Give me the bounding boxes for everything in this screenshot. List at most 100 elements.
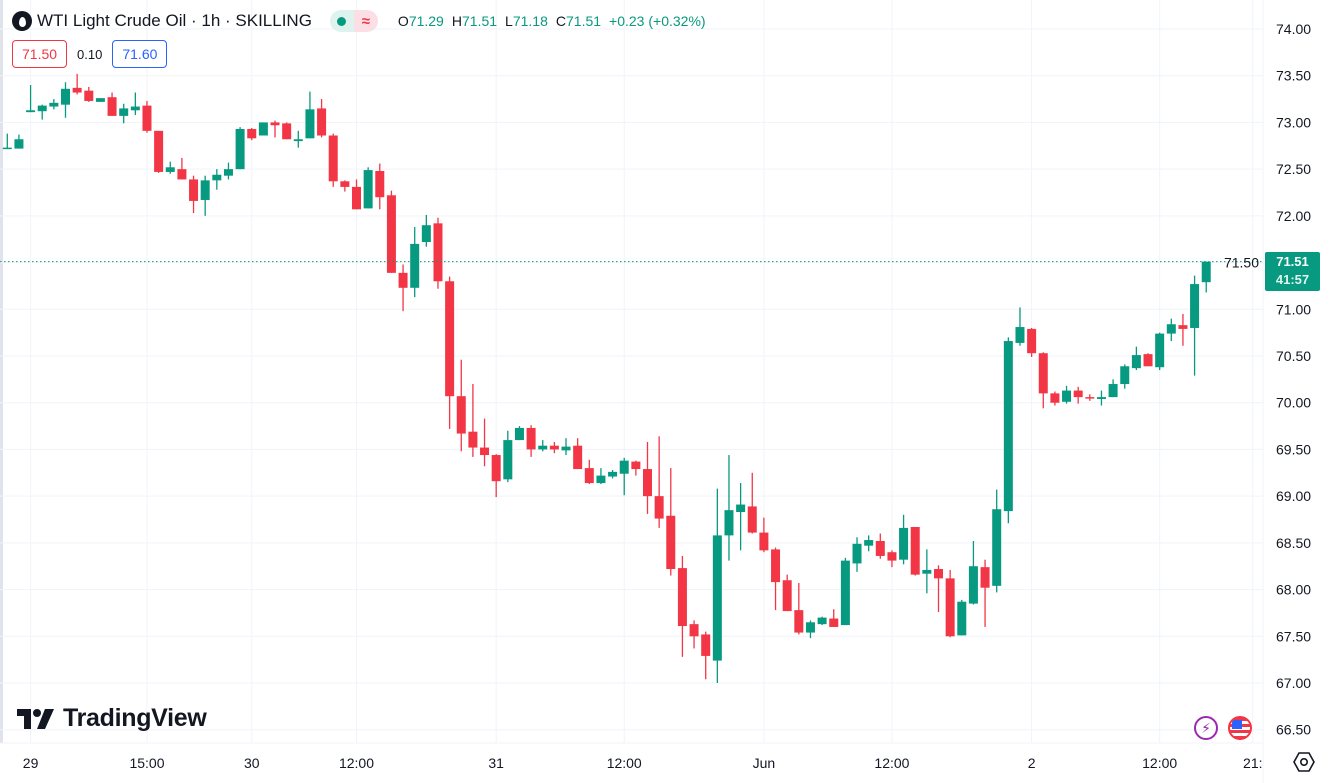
price-tick-label: 70.00 <box>1276 395 1311 411</box>
price-tick-label: 70.50 <box>1276 348 1311 364</box>
candle-body <box>968 566 978 604</box>
candle-up <box>503 430 513 483</box>
left-edge <box>0 0 3 743</box>
candle-up <box>1015 307 1025 346</box>
candle-down <box>1178 313 1188 346</box>
candle-up <box>840 557 850 626</box>
price-tick-label: 67.00 <box>1276 675 1311 691</box>
ohlc-values: O71.29 H71.51 L71.18 C71.51 +0.23 (+0.32… <box>398 13 706 29</box>
candle-body <box>421 225 431 243</box>
time-tick-label: 21: <box>1243 755 1262 771</box>
candle-down <box>317 99 327 138</box>
candle-down <box>910 526 920 576</box>
candle-down <box>677 555 687 657</box>
candle-down <box>1027 327 1037 357</box>
candle-body <box>864 540 874 546</box>
settings-icon[interactable] <box>1293 751 1315 773</box>
candle-body <box>899 527 909 560</box>
candle-body <box>456 396 466 434</box>
candle-body <box>1120 366 1130 385</box>
candle-body <box>84 90 94 101</box>
candle-body <box>119 108 129 116</box>
candle-down <box>247 128 257 141</box>
spread-value: 0.10 <box>77 46 103 62</box>
candle-down <box>386 190 396 273</box>
candle-up <box>200 175 210 216</box>
symbol-title[interactable]: WTI Light Crude Oil · 1h · SKILLING <box>37 11 312 30</box>
us-flag-icon[interactable] <box>1228 716 1252 740</box>
candle-body <box>61 88 70 105</box>
candle-down <box>189 175 199 214</box>
candle-down <box>177 157 187 180</box>
tradingview-logo[interactable]: TradingView <box>17 704 207 733</box>
candle-body <box>26 110 36 113</box>
candle-down <box>829 609 839 627</box>
candle-down <box>934 565 943 613</box>
candle-body <box>258 122 268 136</box>
candle-up <box>1108 379 1118 398</box>
candles <box>2 73 1211 684</box>
candle-up <box>1120 364 1130 389</box>
candle-body <box>1190 284 1200 328</box>
candle-body <box>49 102 59 107</box>
high-value: 71.51 <box>461 13 498 29</box>
candle-down <box>107 92 117 116</box>
candle-body <box>247 128 257 139</box>
candle-body <box>549 445 559 450</box>
candle-body <box>538 445 548 450</box>
candle-down <box>573 438 583 470</box>
close-value: 71.51 <box>566 13 602 29</box>
candle-body <box>922 569 932 574</box>
price-tick-label: 72.50 <box>1276 161 1311 177</box>
candle-up <box>26 85 36 113</box>
candle-body <box>503 440 513 480</box>
time-axis[interactable]: 29 15:00 30 12:00 31 12:00 Jun 12:00 2 12:00 21: <box>23 755 1263 771</box>
candle-down <box>398 264 408 312</box>
time-tick-label: 29 <box>23 755 39 771</box>
change-value: +0.23 (+0.32%) <box>609 13 706 29</box>
open-value: 71.29 <box>408 13 444 29</box>
chart-legend: WTI Light Crude Oil · 1h · SKILLING ≈ O7… <box>12 10 706 32</box>
price-tick-label: 71.00 <box>1276 301 1311 317</box>
status-pill[interactable]: ≈ <box>329 10 378 32</box>
candle-body <box>875 540 885 556</box>
candle-body <box>1003 341 1013 512</box>
lightning-icon[interactable]: ⚡ <box>1194 716 1218 740</box>
candle-down <box>1050 391 1060 406</box>
candle-up <box>14 134 24 149</box>
candle-body <box>235 128 245 170</box>
sell-button[interactable]: 71.50 <box>12 40 68 68</box>
candle-body <box>596 475 606 484</box>
candle-body <box>654 496 664 519</box>
current-price-tag: 71.51 41:57 <box>1265 252 1320 291</box>
candle-up <box>49 99 59 110</box>
candle-down <box>584 459 594 485</box>
candle-body <box>794 610 804 633</box>
candle-down <box>980 559 990 627</box>
price-axis[interactable]: 74.00 73.50 73.00 72.50 72.00 71.50 71.00 70.50… <box>1224 21 1311 738</box>
candle-body <box>910 526 920 575</box>
candle-down <box>689 620 699 649</box>
candle-up <box>293 130 303 148</box>
candle-body <box>1085 397 1095 399</box>
candle-body <box>747 506 757 533</box>
candle-body <box>1108 384 1118 398</box>
candle-down <box>491 454 501 498</box>
candle-down <box>643 441 652 514</box>
time-tick-label: 30 <box>244 755 260 771</box>
candle-body <box>328 135 338 182</box>
candle-down <box>526 425 536 457</box>
buy-button[interactable]: 71.60 <box>112 40 168 68</box>
low-value: 71.18 <box>512 13 548 29</box>
candle-body <box>165 167 175 172</box>
candle-body <box>363 170 373 209</box>
candle-up <box>968 540 978 605</box>
candle-body <box>445 281 455 397</box>
candle-body <box>1096 397 1106 399</box>
candle-down <box>375 163 385 210</box>
candle-body <box>1131 355 1141 369</box>
candle-body <box>433 223 443 282</box>
candle-body <box>829 618 839 627</box>
candle-down <box>468 384 478 457</box>
